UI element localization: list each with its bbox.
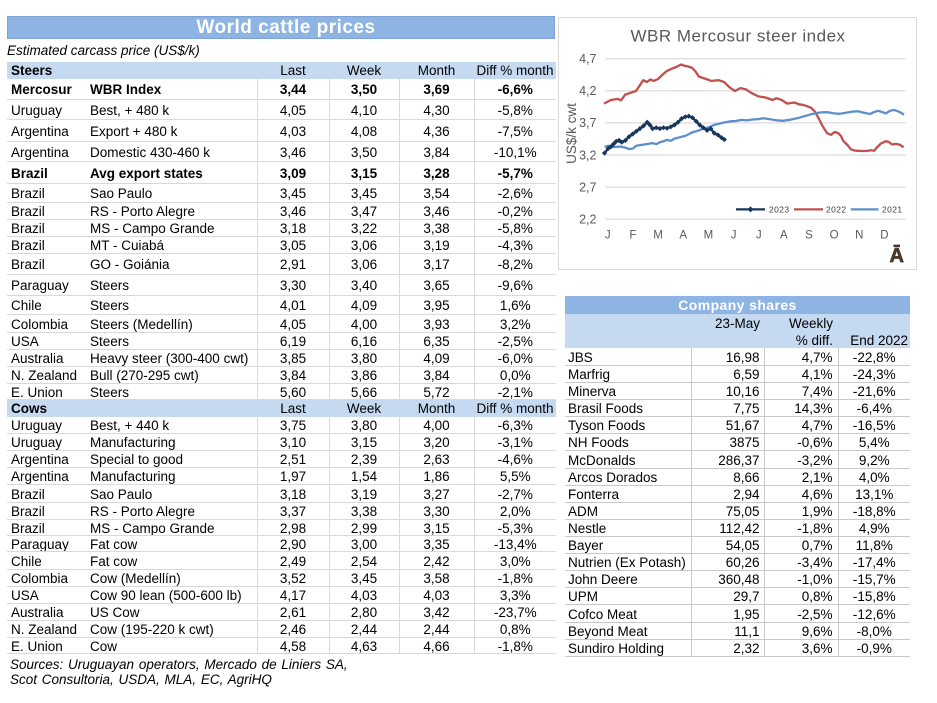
svg-text:D: D [880, 230, 888, 242]
svg-text:A: A [679, 230, 687, 242]
svg-text:2,2: 2,2 [579, 212, 596, 226]
svg-text:2023: 2023 [769, 205, 790, 215]
svg-text:N: N [855, 230, 863, 242]
svg-text:M: M [704, 230, 714, 242]
svg-text:J: J [605, 230, 611, 242]
svg-text:S: S [805, 230, 813, 242]
svg-text:2021: 2021 [882, 205, 903, 215]
svg-text:F: F [629, 230, 636, 242]
svg-text:US$/k cwt: US$/k cwt [564, 103, 579, 164]
svg-text:2,7: 2,7 [579, 180, 596, 194]
svg-text:A: A [780, 230, 788, 242]
svg-text:4,2: 4,2 [579, 84, 596, 98]
svg-text:O: O [830, 230, 839, 242]
svg-text:4,7: 4,7 [579, 52, 596, 66]
svg-text:3,7: 3,7 [579, 116, 596, 130]
svg-text:3,2: 3,2 [579, 148, 596, 162]
svg-text:J: J [731, 230, 737, 242]
svg-text:2022: 2022 [826, 205, 847, 215]
svg-text:WBR Mercosur steer index: WBR Mercosur steer index [630, 27, 845, 46]
svg-text:M: M [653, 230, 663, 242]
svg-text:J: J [756, 230, 762, 242]
